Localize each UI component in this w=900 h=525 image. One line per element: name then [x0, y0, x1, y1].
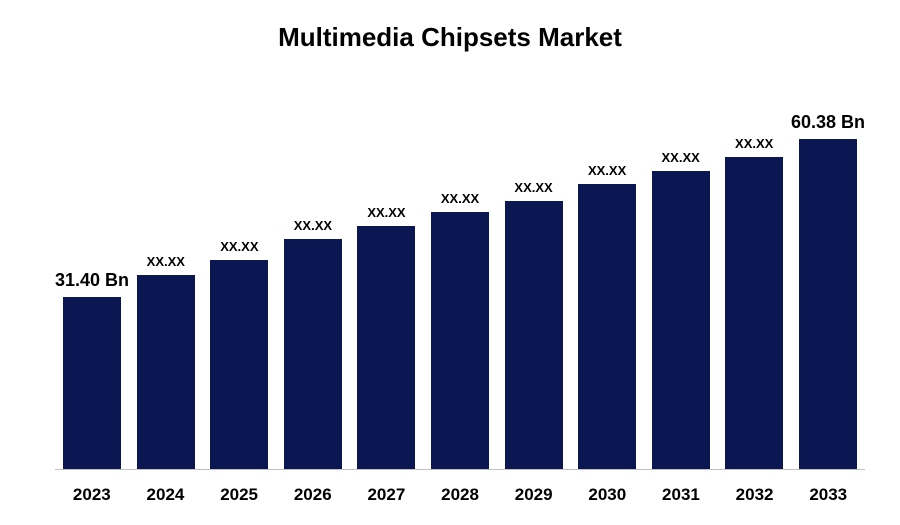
x-axis-tick: 2030	[570, 485, 644, 505]
bar-value-label: XX.XX	[294, 218, 332, 233]
bar-slot: XX.XX	[129, 75, 203, 469]
chart-title: Multimedia Chipsets Market	[0, 0, 900, 63]
bar-value-label: 60.38 Bn	[791, 112, 865, 133]
bar	[284, 239, 342, 469]
bar	[799, 139, 857, 469]
bar-slot: XX.XX	[350, 75, 424, 469]
bar-slot: 60.38 Bn	[791, 75, 865, 469]
bar-value-label: XX.XX	[735, 136, 773, 151]
bar	[725, 157, 783, 469]
bar	[431, 212, 489, 469]
x-axis-tick: 2026	[276, 485, 350, 505]
bar-slot: XX.XX	[276, 75, 350, 469]
x-axis-tick: 2033	[791, 485, 865, 505]
chart-plot-area: 31.40 Bn XX.XX XX.XX XX.XX XX.XX XX.XX X…	[55, 75, 865, 470]
bar-value-label: XX.XX	[367, 205, 405, 220]
bar	[210, 260, 268, 469]
bar-value-label: XX.XX	[441, 191, 479, 206]
x-axis-tick: 2031	[644, 485, 718, 505]
bar-slot: XX.XX	[717, 75, 791, 469]
bar-slot: XX.XX	[570, 75, 644, 469]
bar	[63, 297, 121, 469]
bar-slot: XX.XX	[423, 75, 497, 469]
bar	[578, 184, 636, 469]
x-axis-tick: 2024	[129, 485, 203, 505]
bar	[652, 171, 710, 469]
bar-slot: 31.40 Bn	[55, 75, 129, 469]
bars-container: 31.40 Bn XX.XX XX.XX XX.XX XX.XX XX.XX X…	[55, 75, 865, 469]
x-axis-tick: 2027	[350, 485, 424, 505]
bar	[505, 201, 563, 469]
bar	[137, 275, 195, 469]
x-axis-tick: 2028	[423, 485, 497, 505]
bar-slot: XX.XX	[497, 75, 571, 469]
x-axis: 2023 2024 2025 2026 2027 2028 2029 2030 …	[55, 485, 865, 505]
bar-value-label: 31.40 Bn	[55, 270, 129, 291]
x-axis-tick: 2032	[718, 485, 792, 505]
x-axis-tick: 2025	[202, 485, 276, 505]
bar-value-label: XX.XX	[662, 150, 700, 165]
bar-slot: XX.XX	[203, 75, 277, 469]
bar-value-label: XX.XX	[220, 239, 258, 254]
bar-value-label: XX.XX	[147, 254, 185, 269]
bar-value-label: XX.XX	[514, 180, 552, 195]
x-axis-tick: 2023	[55, 485, 129, 505]
bar-value-label: XX.XX	[588, 163, 626, 178]
bar-slot: XX.XX	[644, 75, 718, 469]
x-axis-tick: 2029	[497, 485, 571, 505]
bar	[357, 226, 415, 470]
